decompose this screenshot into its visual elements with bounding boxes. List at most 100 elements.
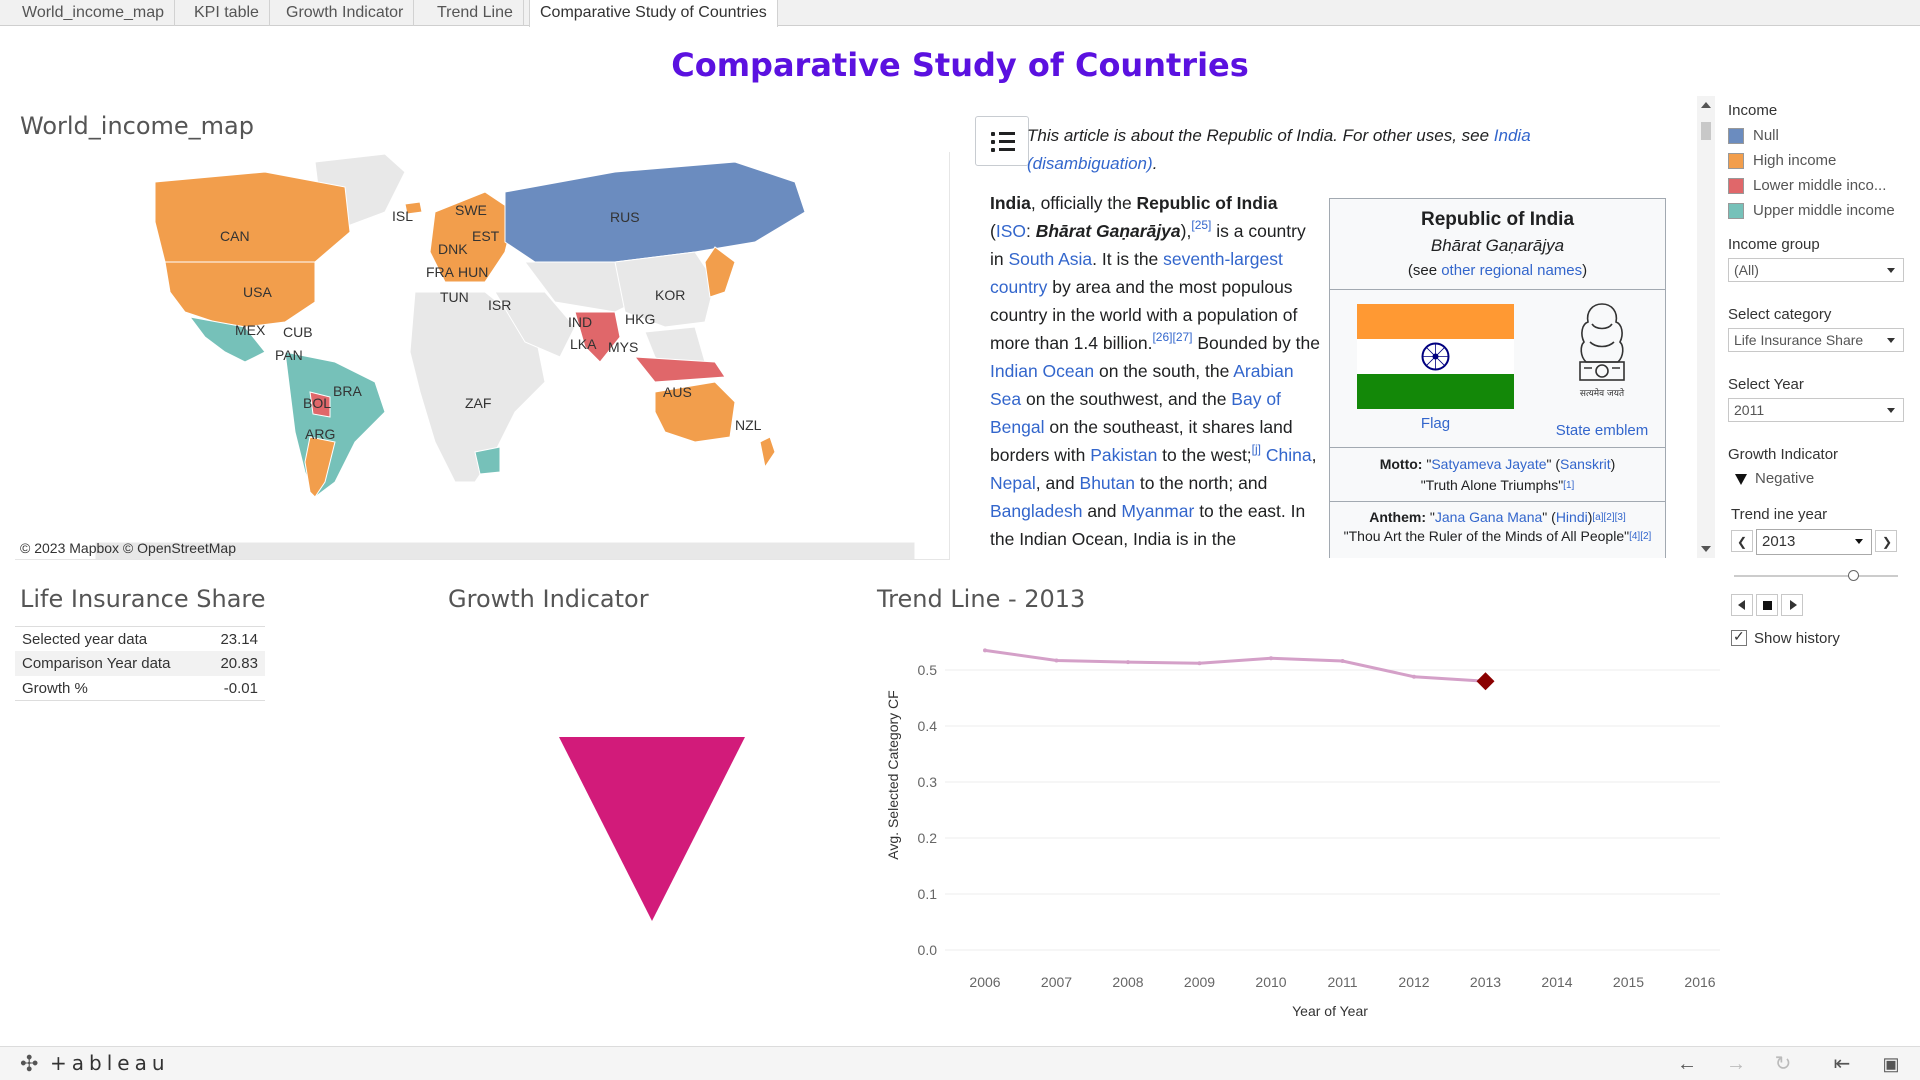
state-emblem-image[interactable]: सत्यमेव जयते xyxy=(1562,296,1642,414)
trend-year-next-button[interactable]: ❯ xyxy=(1875,530,1897,552)
map-region-australia xyxy=(654,381,736,443)
link-hindi[interactable]: Hindi xyxy=(1555,509,1588,525)
scroll-down-arrow-icon[interactable] xyxy=(1701,546,1711,552)
tab-trend-line[interactable]: Trend Line xyxy=(427,0,524,26)
ref-4-2[interactable]: [4][2] xyxy=(1629,531,1652,542)
ref-26-27[interactable]: [26][27] xyxy=(1152,330,1193,344)
chevron-down-icon xyxy=(1887,338,1895,343)
link-state-emblem[interactable]: State emblem xyxy=(1555,422,1649,439)
trend-line-chart[interactable]: 0.00.10.20.30.40.5 2006 2007 2008 2009 2010 2… xyxy=(875,620,1725,1035)
wiki-infobox: Republic of India Bhārat Gaṇarājya (see … xyxy=(1329,198,1666,558)
link-myanmar[interactable]: Myanmar xyxy=(1121,501,1195,521)
web-object-scrollbar[interactable] xyxy=(1697,96,1715,558)
trend-year-dropdown[interactable]: 2013 xyxy=(1756,529,1872,555)
chevron-down-icon xyxy=(1887,268,1895,273)
trend-year-slider[interactable] xyxy=(1734,570,1898,582)
triangle-down-icon xyxy=(1735,474,1747,485)
trend-point xyxy=(1412,674,1416,679)
ref-25[interactable]: [25] xyxy=(1191,218,1212,232)
map-region-newzealand xyxy=(759,436,776,469)
redo-icon[interactable]: → xyxy=(1726,1053,1746,1075)
x-tick-label: 2015 xyxy=(1613,974,1644,990)
negative-triangle-icon xyxy=(559,737,745,921)
map-region-canada xyxy=(154,171,351,278)
map-label-isl: ISL xyxy=(392,208,413,224)
wikipedia-web-object[interactable]: This article is about the Republic of In… xyxy=(975,96,1675,558)
table-row[interactable]: Comparison Year data 20.83 xyxy=(15,651,265,676)
revert-icon[interactable]: ↻ xyxy=(1774,1053,1792,1075)
table-row[interactable]: Growth % -0.01 xyxy=(15,676,265,701)
show-history-label: Show history xyxy=(1754,630,1840,647)
trend-point xyxy=(1269,656,1273,661)
infobox-anthem: Anthem: "Jana Gana Mana" (Hindi)[a][2][3… xyxy=(1343,509,1652,544)
tab-world-income-map[interactable]: World_income_map xyxy=(12,0,175,26)
link-flag[interactable]: Flag xyxy=(1420,415,1451,432)
link-china[interactable]: China xyxy=(1265,445,1312,465)
map-label-bra: BRA xyxy=(333,383,362,399)
tableau-logo-icon: ✣ xyxy=(20,1051,39,1076)
x-tick-label: 2016 xyxy=(1684,974,1715,990)
show-history-checkbox[interactable]: ✓ xyxy=(1731,628,1747,646)
x-tick-label: 2008 xyxy=(1112,974,1143,990)
link-arabian-sea[interactable]: Arabian Sea xyxy=(990,361,1294,409)
undo-icon[interactable]: ← xyxy=(1677,1053,1697,1075)
link-bhutan[interactable]: Bhutan xyxy=(1079,473,1135,493)
scroll-up-arrow-icon[interactable] xyxy=(1701,102,1711,108)
map-label-kor: KOR xyxy=(655,287,685,303)
tab-comparative-study[interactable]: Comparative Study of Countries xyxy=(529,0,778,27)
scrollbar-thumb[interactable] xyxy=(1701,122,1711,140)
world-income-map[interactable]: CAN USA MEX CUB PAN BOL BRA ARG ISL SWE … xyxy=(15,152,950,560)
link-south-asia[interactable]: South Asia xyxy=(1008,249,1093,269)
link-india-disambiguation[interactable]: India (disambiguation) xyxy=(1027,126,1531,173)
map-label-dnk: DNK xyxy=(438,241,468,257)
playback-stop-button[interactable] xyxy=(1756,594,1778,616)
tab-growth-indicator[interactable]: Growth Indicator xyxy=(276,0,415,26)
x-tick-label: 2009 xyxy=(1184,974,1215,990)
link-indian-ocean[interactable]: Indian Ocean xyxy=(990,361,1095,381)
map-region-southamerica xyxy=(284,351,386,498)
link-bay-of-bengal[interactable]: Bay of Bengal xyxy=(990,389,1281,437)
year-dropdown[interactable]: 2011 xyxy=(1728,398,1904,422)
playback-forward-button[interactable] xyxy=(1781,594,1803,616)
link-satyameva-jayate[interactable]: Satyameva Jayate xyxy=(1431,456,1547,472)
link-seventh-largest[interactable]: seventh-largest country xyxy=(990,249,1283,297)
current-year-marker xyxy=(1476,672,1495,691)
link-bangladesh[interactable]: Bangladesh xyxy=(990,501,1083,521)
income-legend-title: Income xyxy=(1728,102,1778,119)
infobox-title: Republic of India xyxy=(1420,209,1575,230)
y-tick-label: 0.2 xyxy=(918,830,938,846)
table-row[interactable]: Selected year data 23.14 xyxy=(15,626,265,651)
x-tick-label: 2010 xyxy=(1255,974,1286,990)
trend-year-prev-button[interactable]: ❮ xyxy=(1731,530,1753,552)
link-sanskrit[interactable]: Sanskrit xyxy=(1560,456,1611,472)
link-iso[interactable]: ISO xyxy=(995,221,1026,241)
ref-j[interactable]: [j] xyxy=(1251,442,1262,456)
india-flag-image[interactable] xyxy=(1357,304,1514,409)
toc-toggle-button[interactable] xyxy=(975,116,1029,166)
link-nepal[interactable]: Nepal xyxy=(990,473,1036,493)
category-dropdown[interactable]: Life Insurance Share xyxy=(1728,328,1904,352)
link-pakistan[interactable]: Pakistan xyxy=(1090,445,1158,465)
play-back-icon xyxy=(1738,600,1745,610)
pause-updates-icon[interactable]: ⇤ xyxy=(1833,1053,1851,1075)
map-canvas[interactable]: CAN USA MEX CUB PAN BOL BRA ARG ISL SWE … xyxy=(15,152,950,560)
map-label-ind: IND xyxy=(568,314,592,330)
slider-handle[interactable] xyxy=(1848,570,1859,581)
ref-a-2-3[interactable]: [a][2][3] xyxy=(1592,512,1626,523)
link-jana-gana-mana[interactable]: Jana Gana Mana xyxy=(1434,509,1543,525)
income-group-dropdown[interactable]: (All) xyxy=(1728,258,1904,282)
map-label-can: CAN xyxy=(220,228,250,244)
ref-1[interactable]: [1] xyxy=(1563,480,1575,491)
map-label-mys: MYS xyxy=(608,339,638,355)
x-tick-labels: 2006 2007 2008 2009 2010 2011 2012 2013 2014 2015… xyxy=(969,974,1715,990)
filter-panel: Income Null High income Lower middle inc… xyxy=(1728,96,1920,796)
trend-line xyxy=(984,648,1486,683)
growth-indicator-shape[interactable] xyxy=(555,733,751,923)
link-other-regional-names[interactable]: other regional names xyxy=(1441,262,1583,279)
playback-back-button[interactable] xyxy=(1731,594,1753,616)
fullscreen-icon[interactable]: ▣ xyxy=(1882,1054,1900,1074)
tab-kpi-table[interactable]: KPI table xyxy=(184,0,270,26)
kpi-title: Life Insurance Share xyxy=(20,585,266,613)
year-label: Select Year xyxy=(1728,376,1804,393)
map-label-swe: SWE xyxy=(455,202,487,218)
